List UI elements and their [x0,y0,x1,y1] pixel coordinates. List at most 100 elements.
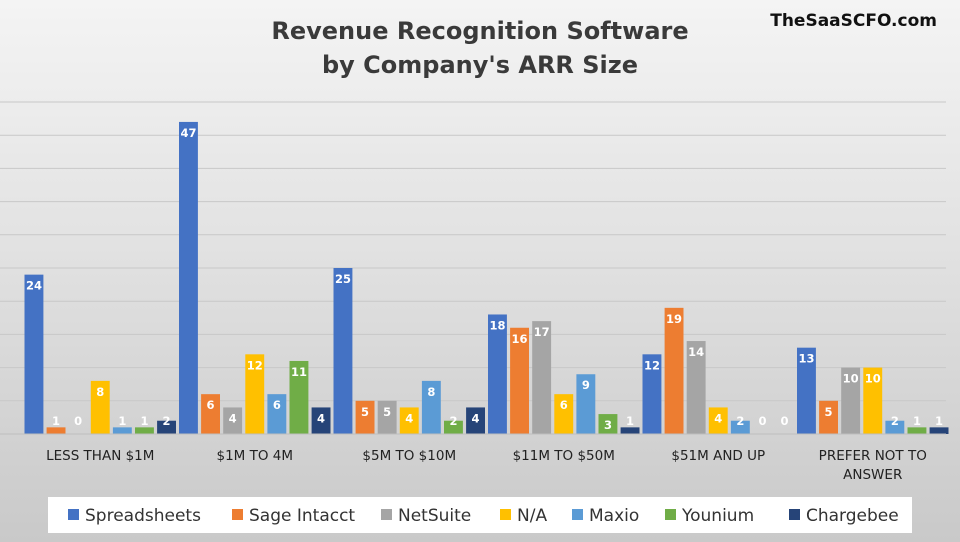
data-label: 17 [534,325,550,339]
bar [157,420,176,434]
data-label: 8 [427,385,435,399]
legend-swatch [68,509,79,520]
bar [112,427,132,434]
data-label: 0 [758,414,766,428]
bar [929,427,949,434]
bar [444,420,463,434]
bar [686,341,706,434]
data-label: 11 [291,365,307,379]
bar [598,414,618,434]
data-label: 4 [317,411,325,425]
data-label: 4 [405,411,413,425]
bar [421,380,441,434]
bar [907,427,927,434]
bar [885,420,905,434]
legend-box [48,497,912,533]
legend-label: Spreadsheets [85,506,201,526]
bar [355,400,375,434]
brand-label: TheSaaSCFO.com [770,11,937,31]
bar [576,374,596,434]
bar [179,121,198,435]
data-label: 6 [560,398,568,412]
bar [201,394,220,434]
data-label: 4 [472,411,480,425]
legend: Spreadsheets Sage Intacct NetSuite N/A Maxio… [68,506,899,526]
data-label: 1 [52,414,60,428]
category-label: $51M AND UP [671,448,765,464]
data-label: 25 [335,272,351,286]
chart-title: Revenue Recognition Software [271,17,688,45]
data-label: 18 [489,318,505,332]
bar [399,407,419,434]
bar [620,427,640,434]
data-label: 1 [935,414,943,428]
data-label: 5 [825,405,833,419]
bar [510,327,529,434]
bar [311,407,331,434]
gridlines [0,101,946,402]
legend-swatch [381,509,392,520]
category-label: LESS THAN $1M [46,448,154,464]
data-label: 19 [666,312,682,326]
legend-label: Sage Intacct [249,506,355,526]
data-label: 5 [361,405,369,419]
bar [90,380,110,434]
bar [135,427,154,434]
bar [223,407,243,434]
bar [819,400,838,434]
data-label: 6 [207,398,215,412]
category-label: PREFER NOT TO [819,448,927,464]
data-label: 16 [512,332,528,346]
bar [46,427,66,434]
data-label: 2 [449,414,457,428]
legend-label: Chargebee [806,506,899,526]
data-label: 47 [180,126,196,140]
data-label: 10 [843,372,859,386]
category-label: $1M TO 4M [216,448,293,464]
data-label: 13 [798,352,814,366]
data-label: 1 [140,414,148,428]
data-label: 0 [74,414,82,428]
data-label: 9 [582,378,590,392]
bar [245,354,265,434]
data-label: 12 [247,358,263,372]
legend-swatch [665,509,676,520]
legend-label: NetSuite [398,506,471,526]
bar [333,268,353,434]
bar [289,360,309,434]
legend-label: Maxio [589,506,639,526]
bar [488,314,507,434]
data-label: 6 [273,398,281,412]
data-label: 8 [96,385,104,399]
legend-swatch [572,509,583,520]
legend-label: Younium [681,506,754,526]
bar [730,420,750,434]
legend-swatch [789,509,800,520]
data-label: 4 [229,411,237,425]
data-label: 3 [604,418,612,432]
bar [797,347,816,434]
chart-subtitle: by Company's ARR Size [322,51,638,79]
data-label: 2 [163,414,171,428]
bar [554,394,574,434]
category-label: ANSWER [843,467,902,483]
legend-label: N/A [517,506,547,526]
data-label: 1 [118,414,126,428]
category-label: $11M TO $50M [513,448,615,464]
data-label: 2 [891,414,899,428]
data-label: 1 [626,414,634,428]
data-label: 4 [714,411,722,425]
data-label: 0 [781,414,789,428]
bar [377,400,397,434]
category-label: $5M TO $10M [362,448,456,464]
data-label: 10 [865,372,881,386]
category-labels: LESS THAN $1M $1M TO 4M $5M TO $10M $11M TO… [46,448,927,483]
bar [267,394,287,434]
data-label: 1 [913,414,921,428]
data-label: 24 [26,279,42,293]
data-label: 12 [644,358,660,372]
bar [24,274,44,434]
bar [532,321,552,434]
bar [708,407,728,434]
